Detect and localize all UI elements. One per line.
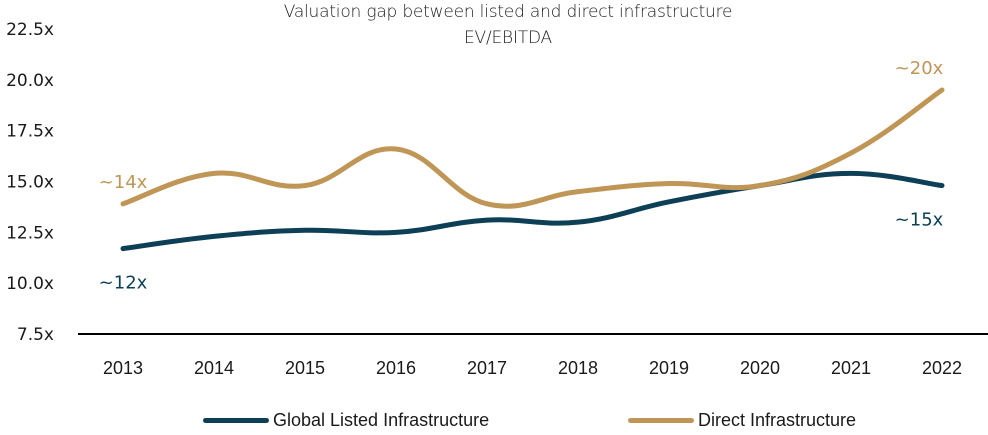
x-axis: 2013 2014 2015 2016 2017 2018 2019 2020 2021 2022 <box>103 358 962 378</box>
x-tick-label: 2020 <box>740 358 780 378</box>
y-tick-label: 22.5x <box>6 20 54 40</box>
x-tick-label: 2019 <box>649 358 689 378</box>
series-line-direct <box>120 87 945 209</box>
x-tick-label: 2014 <box>194 358 234 378</box>
x-tick-label: 2022 <box>922 358 962 378</box>
legend-label-global-listed: Global Listed Infrastructure <box>273 410 490 430</box>
y-tick-label: 17.5x <box>6 122 54 142</box>
legend-item-direct: Direct Infrastructure <box>628 410 856 431</box>
y-tick-label: 7.5x <box>17 325 54 345</box>
x-tick-label: 2018 <box>558 358 598 378</box>
y-axis: 7.5x 10.0x 12.5x 15.0x 17.5x 20.0x 22.5x <box>6 20 54 345</box>
legend-swatch-global-listed <box>203 418 269 423</box>
series-group <box>120 87 945 252</box>
y-tick-label: 20.0x <box>6 71 54 91</box>
y-tick-label: 10.0x <box>6 274 54 294</box>
x-tick-label: 2015 <box>285 358 325 378</box>
legend: Global Listed Infrastructure Direct Infr… <box>0 410 988 434</box>
y-tick-label: 15.0x <box>6 173 54 193</box>
annotations: ~14x ~12x ~20x ~15x <box>99 58 944 294</box>
legend-label-direct: Direct Infrastructure <box>698 410 857 430</box>
x-tick-label: 2016 <box>376 358 416 378</box>
annotation-label: ~12x <box>99 273 148 294</box>
chart-title: Valuation gap between listed and direct … <box>283 2 733 22</box>
annotation-label: ~20x <box>895 58 944 79</box>
y-tick-label: 12.5x <box>6 223 54 243</box>
series-line-global-listed <box>120 170 945 252</box>
legend-swatch-direct <box>628 418 694 423</box>
x-tick-label: 2013 <box>103 358 143 378</box>
x-tick-label: 2017 <box>467 358 507 378</box>
annotation-label: ~14x <box>99 172 148 193</box>
annotation-label: ~15x <box>895 210 944 231</box>
x-tick-label: 2021 <box>831 358 871 378</box>
chart-subtitle: EV/EBITDA <box>464 28 552 48</box>
legend-item-global-listed: Global Listed Infrastructure <box>203 410 489 431</box>
